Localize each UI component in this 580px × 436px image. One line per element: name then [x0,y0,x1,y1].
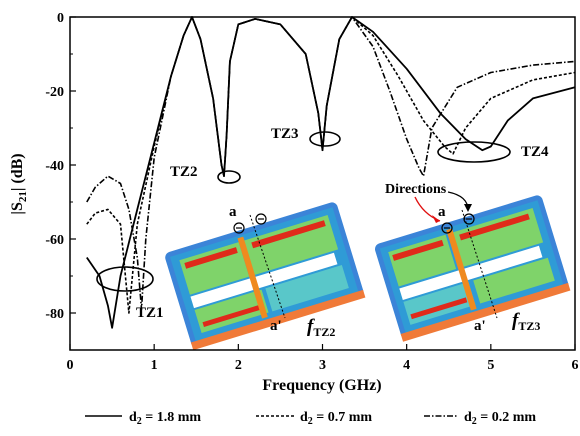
label-a-prime-left: a' [270,318,282,334]
y-tick-label: -20 [45,85,64,100]
directions-label: Directions [385,182,447,197]
current-distribution-insets: a a' a a' Directions fTZ2 fTZ3 [165,182,571,351]
legend-label-3: d2 = 0.2 mm [464,410,536,427]
series-line-2 [86,16,576,314]
tz4-label: TZ4 [521,144,549,160]
x-tick-label: 1 [151,358,158,373]
x-tick-label: 0 [67,358,74,373]
direction-arrow-black [447,191,469,211]
label-a-left: a [229,204,237,220]
legend-label-2: d2 = 0.7 mm [300,410,372,427]
x-tick-label: 6 [572,358,579,373]
direction-marker-out-right [441,222,453,234]
cut-line-right [461,209,498,319]
tz1-label: TZ1 [136,305,164,321]
legend: d2 = 1.8 mm d2 = 0.7 mm d2 = 0.2 mm [85,410,536,427]
inset-ftz2-image [165,202,366,351]
series-layer [86,16,576,329]
x-axis-title: Frequency (GHz) [262,377,381,394]
tz3-ellipse [309,131,341,147]
y-tick-label: -40 [45,159,64,174]
x-tick-label: 5 [487,358,494,373]
direction-arrow-red [414,196,441,222]
x-tick-label: 2 [235,358,242,373]
inset-ftz3-image [375,195,571,342]
tz4-ellipse [437,141,511,163]
y-tick-label: 0 [57,11,64,26]
series-line-3 [86,16,576,311]
label-a-prime-right: a' [474,318,486,334]
y-axis-title: |S21| (dB) [9,153,29,214]
legend-label-1: d2 = 1.8 mm [129,410,201,427]
tz3-label: TZ3 [271,126,299,142]
direction-marker-in-right [463,213,475,225]
tz2-ellipse [217,170,241,184]
direction-marker-in-left [255,213,267,225]
direction-marker-out-left [233,222,245,234]
y-tick-label: -80 [45,307,64,322]
label-a-right: a [438,204,446,220]
tz1-ellipse [96,266,154,292]
x-tick-label: 3 [319,358,326,373]
label-ftz2: fTZ2 [307,316,335,339]
y-tick-label: -60 [45,233,64,248]
tz2-label: TZ2 [170,164,198,180]
x-tick-label: 4 [403,358,410,373]
ticks-layer: 0 1 2 3 4 5 6 0 -20 -40 -60 -80 [45,11,578,373]
label-ftz3: fTZ3 [512,310,540,333]
